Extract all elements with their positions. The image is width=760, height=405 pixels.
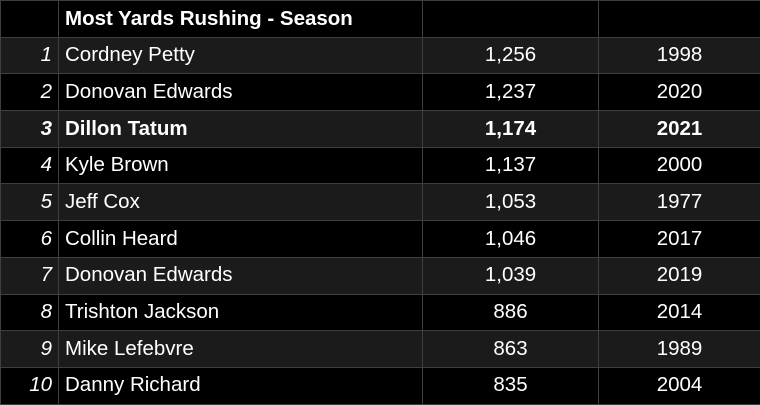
player-name-cell: Mike Lefebvre bbox=[59, 331, 423, 368]
header-blank-cell bbox=[423, 1, 599, 38]
rank-cell: 2 bbox=[1, 74, 59, 111]
table-row: 1 Cordney Petty 1,256 1998 bbox=[1, 37, 760, 74]
rank-cell: 8 bbox=[1, 294, 59, 331]
yards-cell: 1,053 bbox=[423, 184, 599, 221]
rank-cell: 5 bbox=[1, 184, 59, 221]
year-cell: 2014 bbox=[599, 294, 760, 331]
table-row-highlighted: 3 Dillon Tatum 1,174 2021 bbox=[1, 111, 760, 148]
yards-cell: 1,256 bbox=[423, 37, 599, 74]
year-cell: 2020 bbox=[599, 74, 760, 111]
rank-cell: 3 bbox=[1, 111, 59, 148]
year-cell: 2004 bbox=[599, 367, 760, 404]
yards-cell: 1,039 bbox=[423, 257, 599, 294]
rank-cell: 7 bbox=[1, 257, 59, 294]
table-row: 9 Mike Lefebvre 863 1989 bbox=[1, 331, 760, 368]
table-row: 4 Kyle Brown 1,137 2000 bbox=[1, 147, 760, 184]
table-row: 2 Donovan Edwards 1,237 2020 bbox=[1, 74, 760, 111]
table-title: Most Yards Rushing - Season bbox=[59, 1, 423, 38]
yards-cell: 1,237 bbox=[423, 74, 599, 111]
player-name-cell: Collin Heard bbox=[59, 221, 423, 258]
player-name-cell: Donovan Edwards bbox=[59, 257, 423, 294]
yards-cell: 1,046 bbox=[423, 221, 599, 258]
player-name-cell: Donovan Edwards bbox=[59, 74, 423, 111]
player-name-cell: Kyle Brown bbox=[59, 147, 423, 184]
rank-cell: 1 bbox=[1, 37, 59, 74]
year-cell: 2017 bbox=[599, 221, 760, 258]
rank-cell: 10 bbox=[1, 367, 59, 404]
table-row: 10 Danny Richard 835 2004 bbox=[1, 367, 760, 404]
year-cell: 1989 bbox=[599, 331, 760, 368]
table-row: 7 Donovan Edwards 1,039 2019 bbox=[1, 257, 760, 294]
player-name-cell: Danny Richard bbox=[59, 367, 423, 404]
rank-cell: 4 bbox=[1, 147, 59, 184]
yards-cell: 886 bbox=[423, 294, 599, 331]
player-name-cell: Cordney Petty bbox=[59, 37, 423, 74]
header-row: Most Yards Rushing - Season bbox=[1, 1, 760, 38]
player-name-cell: Jeff Cox bbox=[59, 184, 423, 221]
yards-cell: 1,174 bbox=[423, 111, 599, 148]
table-row: 6 Collin Heard 1,046 2017 bbox=[1, 221, 760, 258]
rank-cell: 9 bbox=[1, 331, 59, 368]
yards-cell: 835 bbox=[423, 367, 599, 404]
rank-cell: 6 bbox=[1, 221, 59, 258]
header-blank-cell bbox=[1, 1, 59, 38]
yards-cell: 863 bbox=[423, 331, 599, 368]
year-cell: 2000 bbox=[599, 147, 760, 184]
year-cell: 2021 bbox=[599, 111, 760, 148]
year-cell: 2019 bbox=[599, 257, 760, 294]
table-row: 8 Trishton Jackson 886 2014 bbox=[1, 294, 760, 331]
header-blank-cell bbox=[599, 1, 760, 38]
yards-cell: 1,137 bbox=[423, 147, 599, 184]
year-cell: 1977 bbox=[599, 184, 760, 221]
table-row: 5 Jeff Cox 1,053 1977 bbox=[1, 184, 760, 221]
player-name-cell: Dillon Tatum bbox=[59, 111, 423, 148]
player-name-cell: Trishton Jackson bbox=[59, 294, 423, 331]
year-cell: 1998 bbox=[599, 37, 760, 74]
